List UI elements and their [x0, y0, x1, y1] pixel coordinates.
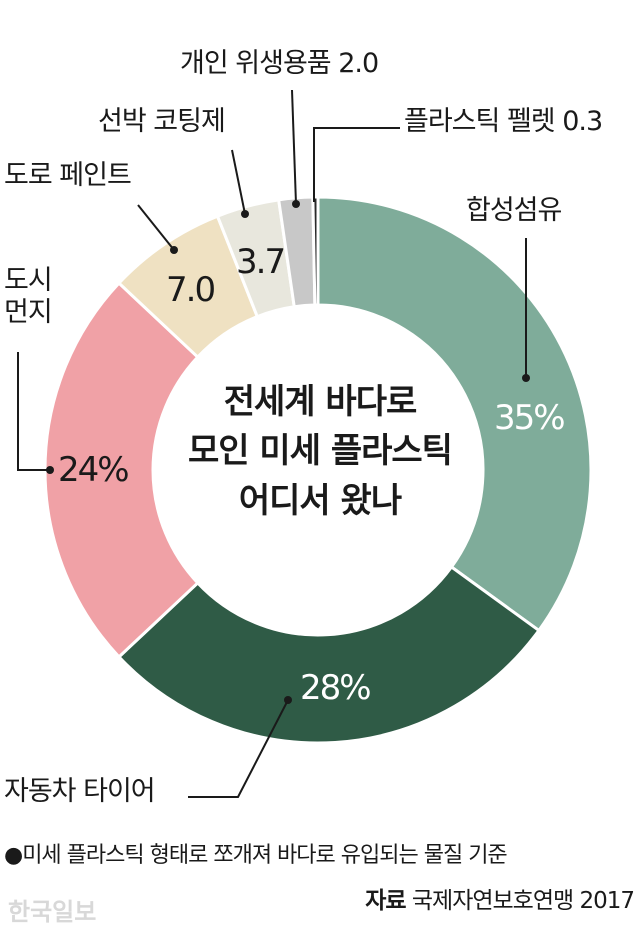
- leader-dot: [522, 374, 530, 382]
- donut-segment: [116, 564, 541, 745]
- watermark: 한국일보: [8, 898, 97, 926]
- leader-dot: [292, 200, 300, 208]
- leader-dot: [241, 210, 249, 218]
- category-label: 합성섬유: [466, 195, 562, 226]
- source-label: 자료: [365, 888, 406, 914]
- source-text: 국제자연보호연맹 2017: [411, 888, 635, 914]
- value-label: 24%: [58, 450, 130, 490]
- leader-dot: [46, 466, 54, 474]
- leader-line: [188, 699, 289, 798]
- leader-line: [313, 127, 400, 202]
- donut-segment: [311, 195, 320, 307]
- donut-segment: [316, 195, 593, 633]
- category-label: 도시 먼지: [4, 265, 53, 329]
- category-label: 도로 페인트: [4, 160, 132, 191]
- category-label: 개인 위생용품 2.0: [180, 48, 379, 80]
- leader-line: [231, 149, 246, 215]
- category-label: 선박 코팅제: [98, 106, 226, 137]
- donut-segment: [43, 280, 200, 660]
- category-label: 자동차 타이어: [4, 776, 156, 807]
- leader-line: [291, 89, 297, 205]
- category-name: 개인 위생용품: [180, 48, 332, 79]
- source: 자료 국제자연보호연맹 2017: [365, 888, 635, 916]
- value-label: 35%: [494, 398, 566, 438]
- chart-title: 전세계 바다로 모인 미세 플라스틱 어디서 왔나: [188, 382, 453, 521]
- leader-line: [17, 352, 50, 471]
- category-name: 플라스틱 펠렛: [404, 106, 556, 137]
- value-label: 2.0: [338, 48, 379, 79]
- value-label: 0.3: [562, 106, 603, 137]
- category-label: 플라스틱 펠렛 0.3: [404, 106, 603, 138]
- leader-line: [137, 204, 175, 251]
- leader-dot: [284, 696, 292, 704]
- leader-dot: [170, 246, 178, 254]
- value-label: 3.7: [236, 242, 286, 282]
- footnote: ●미세 플라스틱 형태로 쪼개져 바다로 유입되는 물질 기준: [4, 843, 508, 868]
- value-label: 28%: [300, 668, 372, 708]
- value-label: 7.0: [166, 270, 216, 310]
